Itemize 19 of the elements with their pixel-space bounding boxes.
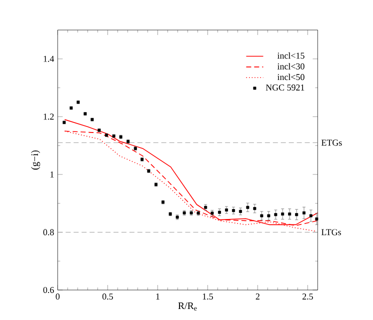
x-tick-label: 1.5	[202, 294, 213, 300]
legend-label: incl<15	[277, 52, 304, 59]
x-tick-label: 2	[256, 294, 260, 300]
y-tick-label: 1.2	[44, 114, 54, 120]
legend-label: NGC 5921	[266, 84, 304, 91]
y-tick-label: 0.8	[43, 229, 54, 236]
y-axis-title: (g−i)	[31, 150, 40, 170]
legend-label: incl<30	[277, 63, 304, 70]
legend-label: incl<50	[277, 74, 304, 80]
x-tick-label: 1	[156, 294, 160, 300]
ref-line-label: ETGs	[321, 140, 342, 146]
x-tick-label: 0.5	[102, 294, 113, 300]
y-tick-label: 0.6	[43, 286, 54, 294]
y-tick-label: 1.4	[44, 56, 54, 62]
x-axis-title: R/R$_{e}$	[178, 302, 197, 311]
x-tick-label: 0	[56, 294, 60, 300]
ref-line-label: LTGs	[321, 229, 342, 236]
x-tick-label: 2.5	[302, 294, 313, 300]
y-tick-label: 1	[50, 171, 54, 178]
